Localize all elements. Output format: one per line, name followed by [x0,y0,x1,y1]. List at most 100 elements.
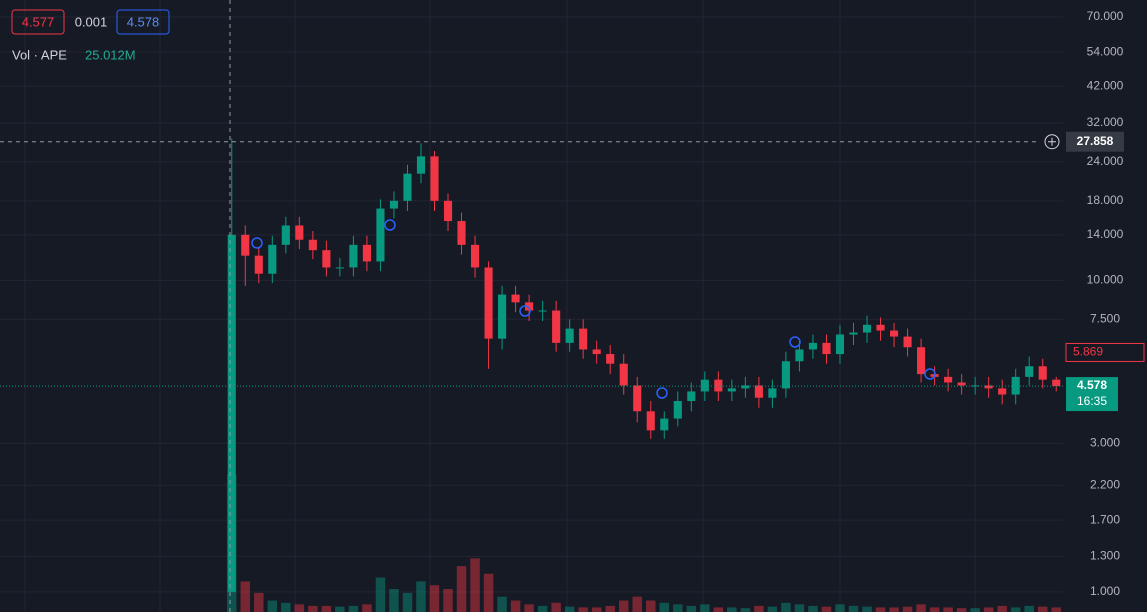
candle-body [403,173,412,201]
candle-body [768,388,777,398]
volume-bar [956,608,967,612]
candle-body [606,354,615,364]
candles [227,138,1061,592]
volume-bar [727,607,737,612]
candle-body [579,328,588,350]
legend-value: 4.577 [22,14,55,29]
current-price-box [1066,377,1118,412]
candle-body [525,302,534,311]
volume-bar [889,607,899,612]
candle-body [443,200,453,222]
y-tick-label: 2.200 [1090,477,1120,491]
volume-bar [348,605,359,612]
candle-body [781,361,790,389]
volume-bar [700,604,710,612]
candle-body [741,385,750,389]
volume-bar [646,600,656,612]
candle-body [322,250,331,268]
volume-bar [821,606,832,612]
y-tick-label: 1.700 [1090,512,1120,526]
last-price-label: 5.869 [1073,345,1103,359]
candle-body [808,342,818,350]
candle-body [633,385,642,412]
volume-bar [308,605,318,612]
volume-bar [997,605,1007,612]
candle-body [998,388,1007,395]
add-alert-icon [1048,137,1056,146]
event-marker [789,336,801,348]
volume-bar [794,604,805,612]
candle-body [308,239,317,251]
event-marker [924,368,936,380]
volume-bar [1037,606,1048,612]
candle-body [1038,366,1047,380]
volume-bar [321,605,332,612]
add-alert-button[interactable] [1044,134,1060,150]
candle-body [1052,379,1061,387]
y-tick-label: 1.300 [1090,549,1120,563]
candle-body [281,225,290,245]
volume-bar [443,589,453,612]
y-tick-label: 7.500 [1090,311,1120,325]
candle-body [389,200,399,209]
volume-bar [781,602,791,612]
candle-body [1025,366,1034,377]
candle-body [917,347,926,375]
candle-body [376,208,385,262]
candle-body [552,310,561,343]
price-axis-labels: 70.000 54.000 42.000 32.000 24.000 18.000 14.0… [1087,9,1124,598]
volume-bar [429,585,440,612]
volume-bar [916,604,926,612]
event-marker [384,219,396,231]
candle-body [795,349,804,362]
volume-bar [767,606,778,612]
candle-body [687,391,696,401]
candle-body [457,221,466,245]
last-price-box [1065,342,1145,362]
candle-body [849,332,858,335]
y-tick-label: 3.000 [1090,435,1120,449]
volume-bar [943,607,953,612]
candle-body [944,376,953,383]
volume-bar [632,596,642,612]
crosshair-label-box [1066,131,1124,152]
candle-body [903,336,912,348]
volume-bar [483,573,494,612]
y-tick-label: 10.000 [1087,273,1124,287]
grid [0,0,1063,612]
candle-body [498,294,507,339]
candle-body [646,411,655,431]
y-tick-label: 1.000 [1090,584,1120,598]
volume-bar [416,581,426,612]
legend-value: 4.578 [127,14,160,29]
y-tick-label: 18.000 [1087,193,1124,207]
y-tick-label: 42.000 [1087,78,1124,92]
candle-body [538,310,547,312]
candle-body [349,244,358,268]
candle-body [565,328,574,343]
volume-bar [1051,607,1061,612]
volume-bar [740,608,751,612]
volume-bar [848,605,859,612]
volume-bar [510,600,521,612]
y-tick-label: 24.000 [1087,154,1124,168]
volume-bar [281,602,291,612]
candle-body [619,363,628,386]
candle-body [484,267,493,339]
candle-body [862,324,872,333]
volume-bar [240,581,251,612]
candle-body [984,385,993,389]
candle-body [957,382,966,386]
volume-bar [335,606,345,612]
y-tick-label: 54.000 [1087,44,1124,58]
volume-bar [497,596,507,612]
candle-body [1011,376,1020,395]
volume-bar [362,604,372,612]
volume-bar [983,607,994,612]
volume-bar [902,606,913,612]
volume-bar [618,600,629,612]
event-marker [656,387,668,399]
